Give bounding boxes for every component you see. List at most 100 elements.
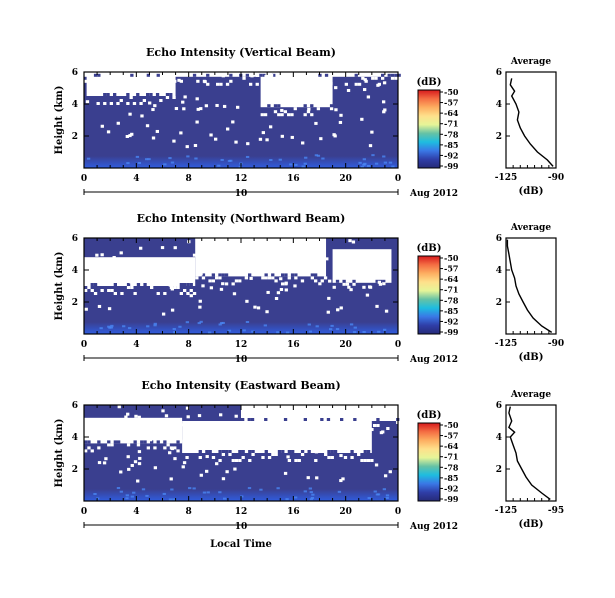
echo-cell-strong [141, 488, 146, 491]
missing-data-cell [244, 276, 249, 280]
colorbar-tick-label: -85 [444, 473, 458, 483]
missing-data-cell [90, 289, 94, 292]
echo-cell-strong [294, 163, 298, 166]
echo-cell [97, 73, 101, 77]
echo-cell [93, 283, 98, 286]
missing-data-cell [174, 426, 178, 430]
missing-data-cell [221, 453, 226, 456]
missing-data-cell [310, 276, 315, 280]
echo-cell-strong [311, 493, 315, 496]
echo-cell-strong [199, 320, 203, 323]
echo-cell-strong [269, 159, 273, 162]
missing-data-cell [89, 92, 93, 96]
missing-data-cell [116, 102, 120, 105]
average-y-tick-label: 4 [496, 100, 502, 110]
missing-data-cell [289, 242, 293, 246]
missing-data-cell [301, 76, 306, 80]
missing-data-cell [334, 108, 338, 112]
missing-data-cell [389, 405, 394, 409]
missing-data-cell [205, 455, 209, 459]
echo-cell-strong [135, 155, 140, 158]
missing-data-cell [327, 296, 331, 300]
echo-cell [140, 440, 144, 444]
missing-data-cell [140, 114, 144, 118]
average-x-tick-label: -90 [548, 173, 564, 183]
missing-data-cell [204, 104, 209, 108]
echo-cell [366, 450, 371, 453]
missing-data-cell [159, 99, 163, 102]
missing-data-cell [185, 456, 189, 459]
missing-data-cell [278, 243, 283, 247]
echo-cell-strong [251, 330, 255, 333]
missing-data-cell [163, 446, 167, 450]
missing-data-cell [250, 429, 254, 433]
echo-cell-strong [382, 155, 386, 158]
x-tick-label: 16 [287, 340, 300, 350]
missing-data-cell [176, 449, 180, 453]
x-tick-label: 12 [235, 507, 248, 517]
missing-data-cell [124, 415, 128, 419]
echo-cell-strong [353, 326, 357, 329]
colorbar-tick-label: -99 [444, 161, 459, 171]
missing-data-cell [128, 112, 132, 116]
echo-cell [84, 440, 88, 444]
missing-data-cell [170, 308, 175, 312]
missing-data-cell [288, 414, 293, 418]
echo-cell [294, 273, 298, 277]
missing-data-cell [336, 421, 340, 424]
missing-data-cell [261, 131, 265, 135]
colorbar-tick-label: -71 [444, 452, 458, 462]
missing-data-cell [221, 477, 226, 481]
missing-data-cell [263, 113, 268, 117]
missing-data-cell [84, 307, 88, 311]
missing-data-cell [300, 407, 304, 411]
echo-cell [143, 440, 147, 444]
missing-data-cell [182, 107, 186, 111]
echo-cell-strong [217, 164, 221, 167]
missing-data-cell [294, 459, 298, 462]
missing-data-cell [231, 120, 235, 124]
missing-data-cell [225, 82, 230, 86]
missing-data-cell [218, 276, 222, 280]
missing-data-cell [151, 136, 156, 140]
missing-data-cell [156, 292, 160, 295]
missing-data-cell [85, 100, 90, 104]
missing-data-cell [238, 459, 242, 462]
missing-data-cell [319, 137, 323, 141]
missing-data-cell [229, 240, 233, 244]
echo-cell-strong [366, 164, 371, 167]
echo-cell-strong [172, 498, 176, 501]
missing-data-cell [96, 102, 100, 105]
missing-data-cell [283, 427, 288, 430]
missing-data-cell [198, 299, 202, 303]
echo-cell [165, 93, 170, 96]
missing-data-cell [280, 134, 284, 138]
missing-data-cell [100, 253, 104, 257]
echo-cell-strong [145, 494, 149, 497]
echo-cell [284, 273, 288, 277]
missing-data-cell [362, 88, 367, 92]
missing-data-cell [326, 310, 330, 314]
echo-cell [211, 273, 216, 277]
echo-cell-strong [285, 331, 290, 334]
echo-cell-strong [96, 497, 100, 500]
missing-data-cell [138, 456, 142, 460]
colorbar-tick-label: -57 [444, 98, 458, 108]
colorbar-tick-label: -71 [444, 119, 458, 129]
missing-data-cell [126, 455, 130, 459]
missing-data-cell [129, 280, 133, 284]
missing-data-cell [186, 415, 190, 419]
colorbar [417, 422, 441, 502]
echo-cell-strong [146, 325, 150, 328]
echo-cell-strong [259, 488, 263, 491]
missing-data-cell [199, 272, 203, 276]
missing-data-cell [266, 290, 270, 294]
missing-data-cell [306, 110, 311, 114]
missing-data-cell [320, 279, 324, 283]
missing-data-cell [255, 73, 260, 77]
echo-cell [247, 418, 251, 421]
missing-data-cell [377, 280, 382, 284]
missing-data-cell [334, 86, 338, 90]
missing-data-cell [182, 461, 187, 465]
echo-cell-strong [316, 154, 321, 157]
